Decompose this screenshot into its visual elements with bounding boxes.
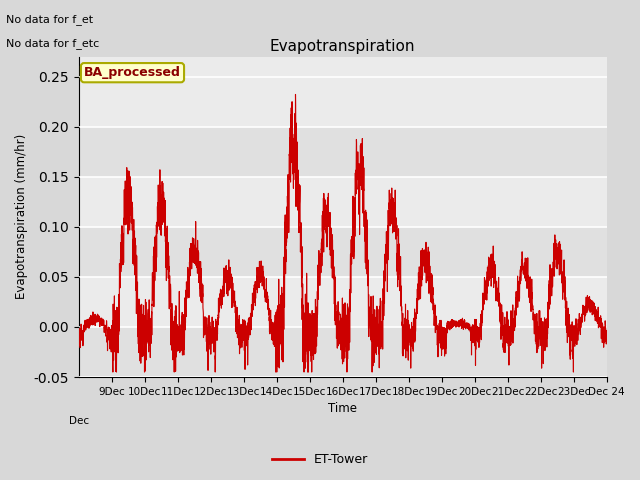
Legend: ET-Tower: ET-Tower — [268, 448, 372, 471]
Text: BA_processed: BA_processed — [84, 66, 181, 79]
Bar — [79, 327, 607, 377]
Text: Dec: Dec — [68, 416, 89, 425]
Text: No data for f_et: No data for f_et — [6, 14, 93, 25]
Bar — [79, 227, 607, 277]
Title: Evapotranspiration: Evapotranspiration — [270, 39, 415, 54]
Bar — [79, 77, 607, 127]
Bar — [79, 177, 607, 227]
X-axis label: Time: Time — [328, 402, 357, 415]
Text: No data for f_etc: No data for f_etc — [6, 38, 100, 49]
Bar — [79, 277, 607, 327]
Y-axis label: Evapotranspiration (mm/hr): Evapotranspiration (mm/hr) — [15, 134, 28, 300]
Bar — [79, 127, 607, 177]
